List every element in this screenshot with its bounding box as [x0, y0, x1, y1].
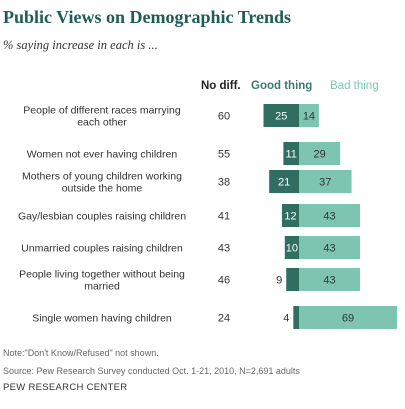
row-label: Mothers of young children working outside… [22, 171, 182, 195]
row-label: Single women having children [32, 313, 172, 325]
bad-thing-value: 69 [342, 313, 354, 325]
no-diff-value: 24 [218, 313, 230, 325]
no-diff-value: 55 [218, 149, 230, 161]
column-header-no-diff: No diff. [201, 80, 241, 92]
row-label: Gay/lesbian couples raising children [18, 211, 186, 223]
bad-thing-bar [299, 236, 361, 259]
column-header-bad-thing: Bad thing [330, 80, 379, 92]
good-thing-bar [284, 236, 299, 259]
row-label: People of different races marrying each o… [23, 105, 181, 129]
good-thing-bar [293, 306, 299, 329]
row-label: Women not ever having children [27, 149, 178, 161]
bad-thing-value: 29 [313, 149, 325, 161]
good-thing-value: 11 [285, 149, 296, 161]
good-thing-bar [286, 268, 299, 291]
column-header-good-thing: Good thing [251, 80, 313, 92]
good-thing-value: 21 [278, 177, 290, 189]
good-thing-bar [283, 142, 299, 165]
good-thing-value: 9 [276, 275, 282, 287]
bad-thing-bar [299, 170, 352, 193]
bad-thing-value: 37 [319, 177, 331, 189]
good-thing-bar [263, 104, 299, 127]
good-thing-bar [269, 170, 299, 193]
bad-thing-value: 43 [323, 243, 335, 255]
no-diff-value: 60 [218, 111, 230, 123]
row-label: People living together without being marr… [19, 269, 185, 293]
row-label: Unmarried couples raising children [21, 243, 183, 255]
good-thing-bar [281, 204, 299, 227]
bad-thing-value: 43 [323, 211, 335, 223]
no-diff-value: 41 [218, 211, 230, 223]
no-diff-value: 38 [218, 177, 230, 189]
good-thing-value: 4 [283, 313, 289, 325]
chart-note: Note:"Don't Know/Refused" not shown. [3, 348, 159, 358]
bad-thing-bar [299, 142, 341, 165]
chart-title: Public Views on Demographic Trends [3, 7, 292, 27]
bad-thing-bar [299, 204, 361, 227]
good-thing-value: 12 [284, 211, 296, 223]
bad-thing-bar [299, 104, 319, 127]
bad-thing-value: 43 [323, 275, 335, 287]
no-diff-value: 46 [218, 275, 230, 287]
chart-source: Source: Pew Research Survey conducted Oc… [3, 366, 300, 376]
bad-thing-bar [299, 268, 361, 291]
bad-thing-bar [299, 306, 397, 329]
no-diff-value: 43 [218, 243, 230, 255]
good-thing-value: 10 [286, 243, 298, 255]
chart-subtitle: % saying increase in each is ... [3, 38, 158, 52]
bad-thing-value: 14 [303, 111, 315, 123]
good-thing-value: 25 [275, 111, 287, 123]
organization-credit: PEW RESEARCH CENTER [3, 382, 128, 393]
